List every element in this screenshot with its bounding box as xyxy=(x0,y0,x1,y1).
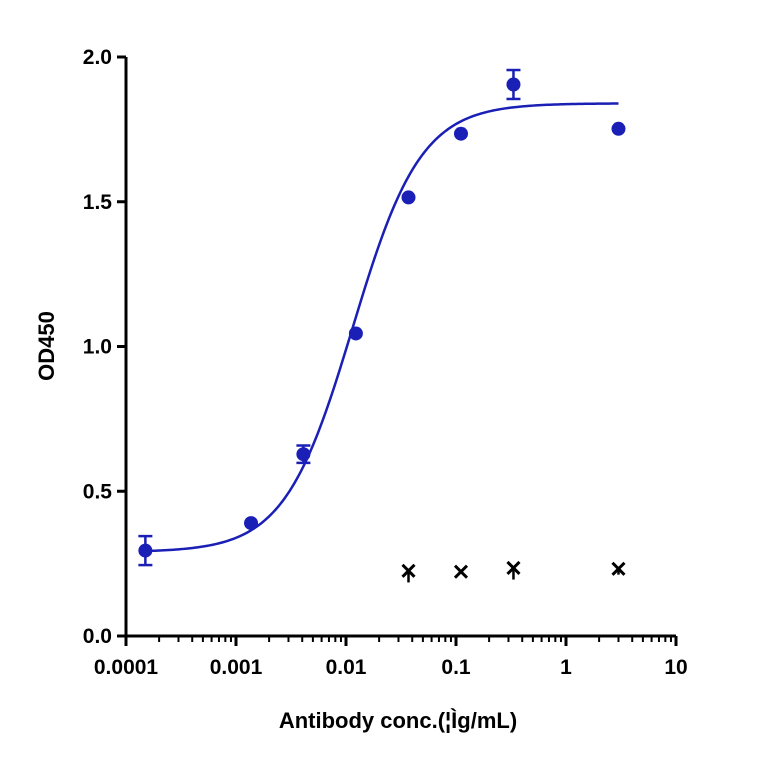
x-tick-label: 10 xyxy=(664,656,687,679)
data-point xyxy=(296,447,311,462)
x-tick-label: 1 xyxy=(560,656,572,679)
x-marker xyxy=(453,564,469,579)
y-tick-label: 0.0 xyxy=(83,625,112,648)
x-tick-label: 0.001 xyxy=(210,656,263,679)
y-tick-label: 0.5 xyxy=(83,480,113,503)
y-axis-title: OD450 xyxy=(34,311,59,381)
x-marker xyxy=(401,563,416,578)
data-point xyxy=(138,543,153,558)
data-point xyxy=(401,190,416,205)
x-tick-label: 0.0001 xyxy=(94,656,159,679)
data-point xyxy=(506,77,521,92)
x-tick-label: 0.01 xyxy=(326,656,367,679)
fit-curve xyxy=(145,102,619,553)
x-marker xyxy=(506,560,521,576)
data-point xyxy=(244,516,259,531)
plot-area: 0.0 0.5 1.0 1.5 2.0 0.0001 0.001 0.01 0.1 1 10 xyxy=(83,46,688,679)
data-point xyxy=(611,121,626,136)
data-point xyxy=(348,326,363,341)
y-tick-label: 2.0 xyxy=(83,46,112,69)
x-axis-title: Antibody conc.(¦Ìg/mL) xyxy=(279,708,517,733)
x-tick-label: 0.1 xyxy=(441,656,471,679)
y-tick-label: 1.0 xyxy=(83,336,112,359)
data-point xyxy=(453,126,468,141)
x-marker xyxy=(611,561,626,576)
y-tick-label: 1.5 xyxy=(83,191,113,214)
